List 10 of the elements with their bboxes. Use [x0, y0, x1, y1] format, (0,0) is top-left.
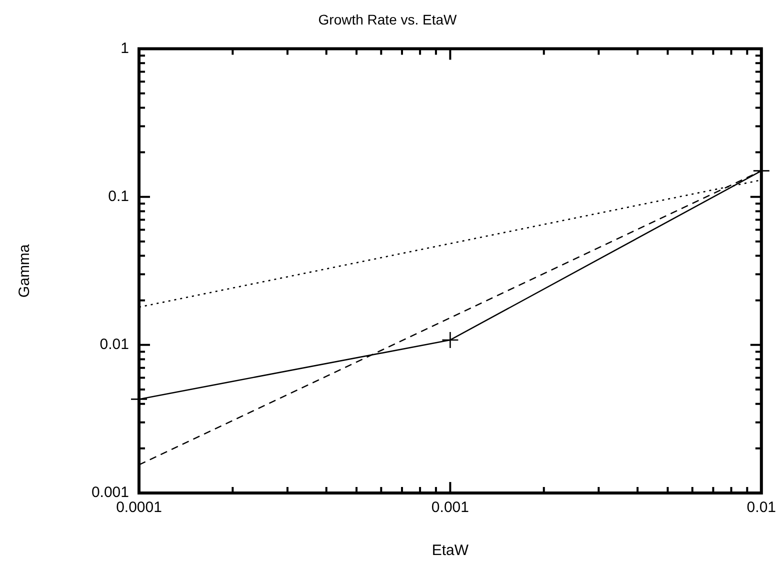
x-tick-label: 0.01	[746, 499, 776, 516]
y-tick-label: 0.1	[108, 188, 129, 206]
x-tick-label: 0.001	[431, 499, 469, 516]
x-axis-title: EtaW	[432, 542, 470, 560]
y-axis-title: Gamma	[16, 244, 34, 298]
y-tick-label: 0.001	[91, 484, 129, 502]
y-tick-label: 1	[120, 40, 129, 57]
y-tick-label: 0.01	[100, 336, 129, 354]
x-tick-label: 0.0001	[116, 499, 162, 516]
chart-title: Growth Rate vs. EtaW	[318, 11, 458, 28]
